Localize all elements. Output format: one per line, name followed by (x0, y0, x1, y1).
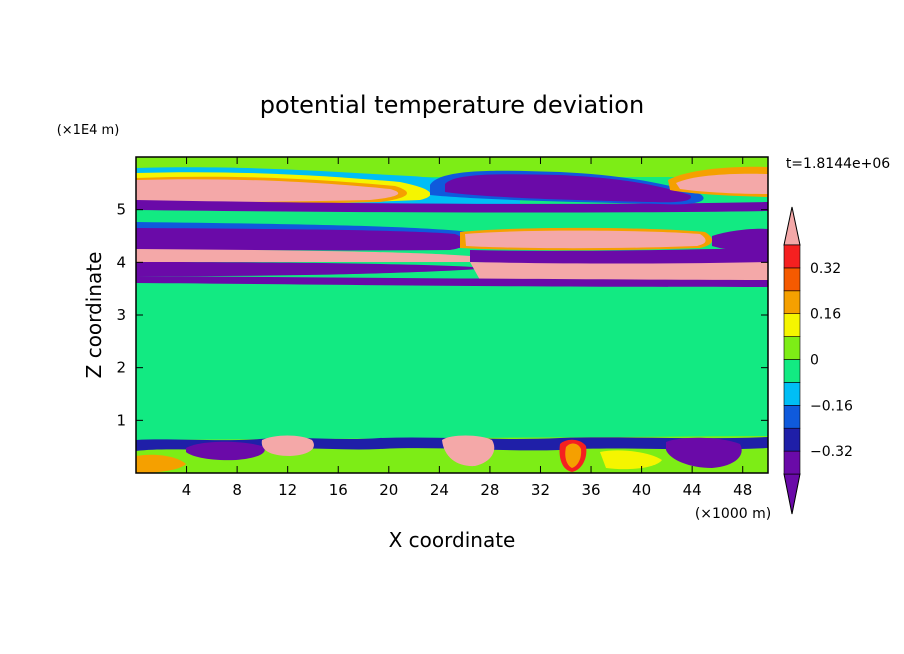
x-axis-label: X coordinate (389, 528, 516, 552)
upper-left-pink-band (136, 179, 399, 203)
colorbar-segment (783, 382, 801, 406)
boundary-purple-patch-left (186, 441, 265, 461)
mid-purple-right (712, 228, 768, 251)
x-tick-label: 4 (182, 481, 192, 499)
y-tick-label: 1 (116, 411, 126, 429)
y-axis-label: Z coordinate (82, 252, 106, 379)
mid-pink-band-left (136, 249, 470, 262)
y-unit-label: (×1E4 m) (57, 123, 120, 138)
colorbar-segment (783, 267, 801, 292)
boundary-yellow-patch (600, 450, 662, 470)
colorbar-tick-label: −0.32 (810, 444, 853, 460)
x-tick-label: 12 (278, 481, 297, 499)
colorbar-segment (783, 359, 801, 383)
boundary-purple-patch-right (666, 437, 742, 468)
heatmap-field (136, 157, 768, 473)
boundary-pink-patch-center (442, 435, 495, 467)
mid-pink-lens-right (465, 230, 706, 249)
lower-thin-purple-band (136, 276, 768, 287)
x-axis: 4 8 12 16 20 24 28 32 36 40 44 48 (182, 157, 752, 499)
colorbar-segment (783, 404, 801, 429)
x-tick-label: 8 (232, 481, 242, 499)
colorbar-tick-label: −0.16 (810, 398, 853, 414)
y-tick-label: 4 (116, 253, 126, 271)
x-tick-label: 32 (531, 481, 550, 499)
colorbar-tick-label: 0.16 (810, 307, 841, 323)
colorbar-segment (783, 427, 801, 452)
x-tick-label: 24 (430, 481, 449, 499)
upper-purple-lens (445, 174, 691, 203)
x-tick-label: 28 (480, 481, 499, 499)
time-label: t=1.8144e+06 (786, 156, 890, 172)
colorbar-tick-label: 0.32 (810, 261, 841, 277)
colorbar-under-triangle (783, 473, 801, 515)
lower-pink-lens-right (470, 262, 768, 284)
colorbar-segment (783, 290, 801, 314)
colorbar-segment (783, 450, 801, 475)
colorbar: −0.32 −0.16 0 0.16 0.32 (783, 206, 853, 515)
mid-purple-band-right (470, 248, 768, 266)
y-tick-label: 5 (116, 201, 126, 219)
x-tick-label: 20 (379, 481, 398, 499)
y-tick-label: 3 (116, 306, 126, 324)
y-axis: 1 2 3 4 5 (116, 201, 768, 429)
boundary-orange-core (565, 443, 582, 468)
lower-purple-band-left (136, 262, 490, 277)
x-tick-label: 36 (581, 481, 600, 499)
x-tick-label: 44 (683, 481, 702, 499)
upper-right-pink-lens (676, 173, 768, 194)
y-tick-label: 2 (116, 359, 126, 377)
chart-title: potential temperature deviation (260, 91, 644, 119)
x-unit-label: (×1000 m) (695, 506, 771, 522)
colorbar-segment (783, 336, 801, 360)
boundary-orange-patch-left (136, 454, 186, 473)
colorbar-segment (783, 313, 801, 337)
x-tick-label: 16 (329, 481, 348, 499)
colorbar-over-triangle (783, 206, 801, 246)
colorbar-tick-label: 0 (810, 353, 819, 369)
mid-purple-band-left (136, 228, 466, 251)
boundary-pink-patch-left (261, 435, 314, 456)
colorbar-segment (783, 244, 801, 269)
upper-thin-purple-band (136, 200, 768, 213)
x-tick-label: 48 (733, 481, 752, 499)
x-tick-label: 40 (632, 481, 651, 499)
